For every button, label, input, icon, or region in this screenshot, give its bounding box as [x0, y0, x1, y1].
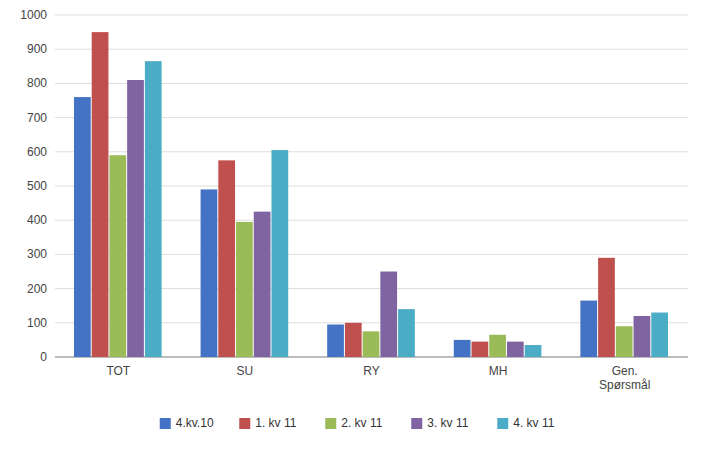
bar	[489, 335, 506, 357]
y-tick-label: 800	[27, 76, 47, 90]
bar	[271, 150, 288, 357]
bar	[236, 222, 253, 357]
bar	[616, 326, 633, 357]
y-tick-label: 600	[27, 145, 47, 159]
legend-swatch	[497, 418, 508, 429]
legend-swatch	[325, 418, 336, 429]
y-tick-label: 400	[27, 213, 47, 227]
grid	[55, 15, 688, 357]
bar	[454, 340, 471, 357]
x-tick-label-line: Gen.	[612, 364, 638, 378]
y-tick-label: 200	[27, 282, 47, 296]
x-tick-label: Gen.Spørsmål	[599, 364, 650, 392]
bar	[109, 155, 126, 357]
bar	[525, 345, 542, 357]
x-tick-label: MH	[489, 364, 508, 378]
grid-line	[55, 15, 688, 16]
bar	[127, 80, 144, 357]
legend-label: 4.kv.10	[176, 416, 214, 430]
x-tick-label-line: TOT	[106, 364, 130, 378]
legend-swatch	[160, 418, 171, 429]
bar	[218, 160, 235, 357]
y-tick-label: 900	[27, 42, 47, 56]
bar	[580, 301, 597, 357]
bar	[398, 309, 415, 357]
x-tick-label: SU	[237, 364, 254, 378]
bar	[651, 313, 668, 357]
bar	[254, 212, 271, 357]
y-tick-label: 100	[27, 316, 47, 330]
bar	[74, 97, 91, 357]
bar	[634, 316, 651, 357]
legend-label: 3. kv 11	[427, 416, 468, 430]
legend-label: 2. kv 11	[341, 416, 382, 430]
y-tick-label: 1000	[20, 8, 47, 22]
grid-line	[55, 49, 688, 50]
x-tick-label-line: RY	[363, 364, 379, 378]
y-tick-label: 500	[27, 179, 47, 193]
y-tick-label: 0	[40, 350, 47, 364]
x-tick-label-line: SU	[237, 364, 254, 378]
bar	[363, 331, 380, 357]
bar	[345, 323, 362, 357]
x-tick-label-line: Spørsmål	[599, 378, 650, 392]
legend-label: 1. kv 11	[255, 416, 296, 430]
bar	[201, 189, 218, 357]
bar	[327, 325, 344, 357]
legend-swatch	[239, 418, 250, 429]
chart-container: 0 100 200 300 400 500 600 700 800 900 1000 TOT SU RY M…	[0, 0, 703, 457]
bar	[598, 258, 615, 357]
x-tick-label-line: MH	[489, 364, 508, 378]
bars	[74, 32, 668, 357]
legend-swatch	[411, 418, 422, 429]
chart-svg: 0 100 200 300 400 500 600 700 800 900 1000 TOT SU RY M…	[0, 0, 703, 457]
x-tick-label: TOT	[106, 364, 130, 378]
y-tick-label: 300	[27, 247, 47, 261]
bar	[92, 32, 109, 357]
y-tick-label: 700	[27, 111, 47, 125]
bar	[507, 342, 524, 357]
legend-label: 4. kv 11	[513, 416, 554, 430]
legend: 4.kv.10 1. kv 11 2. kv 11 3. kv 11 4. kv 11	[160, 416, 555, 430]
bar	[145, 61, 162, 357]
bar	[472, 342, 489, 357]
bar	[380, 272, 397, 358]
x-tick-label: RY	[363, 364, 379, 378]
